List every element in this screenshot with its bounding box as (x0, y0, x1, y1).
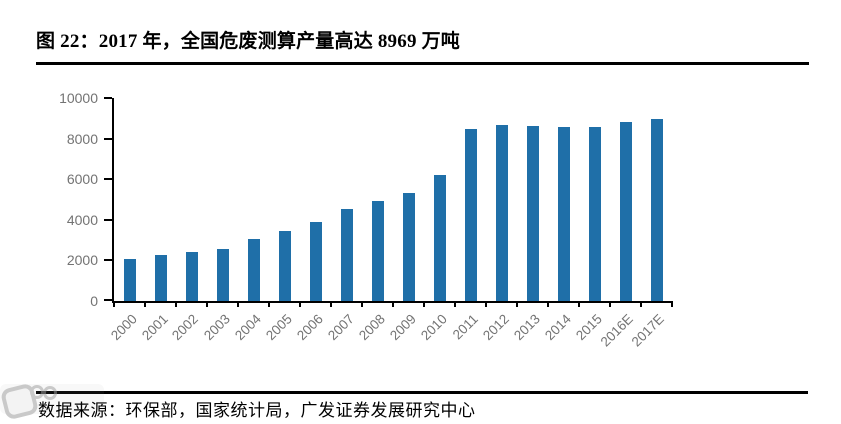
x-axis-tick (392, 301, 394, 307)
x-tick-label-2009: 2009 (386, 311, 419, 344)
bar-slot-2014 (548, 98, 579, 301)
x-axis-tick (113, 301, 115, 307)
bar-slot-2011 (455, 98, 486, 301)
plot-area: 2000 2001 2002 2003 2004 2005 2006 2007 2008 2009… (59, 91, 673, 350)
title-rule (36, 62, 809, 65)
y-tick-label-4000: 4000 (66, 211, 98, 228)
bar-2014 (557, 127, 570, 301)
bar-slot-2009 (393, 98, 424, 301)
x-axis-tick (609, 301, 611, 307)
x-tick-label-2013: 2013 (510, 311, 543, 344)
x-tick-label-2012: 2012 (479, 311, 512, 344)
bar-slot-2000 (114, 98, 145, 301)
x-tick-label-2016E: 2016E (597, 311, 636, 350)
x-axis-tick (671, 301, 673, 307)
bar-2010 (433, 175, 446, 301)
x-tick-label-2011: 2011 (449, 311, 481, 343)
bar-slot-2005 (269, 98, 300, 301)
x-axis-tick (206, 301, 208, 307)
x-tick-label-2002: 2002 (169, 311, 202, 344)
x-tick-label-2017E: 2017E (628, 311, 667, 350)
y-axis-tick (104, 218, 112, 221)
x-tick-label-2000: 2000 (107, 311, 140, 344)
bar-slot-2003 (207, 98, 238, 301)
x-tick-label-2008: 2008 (355, 311, 388, 344)
x-axis-tick (268, 301, 270, 307)
x-axis-tick (361, 301, 363, 307)
x-axis-tick (299, 301, 301, 307)
bar-slot-2017E (641, 98, 672, 301)
x-axis-tick (485, 301, 487, 307)
bar-2008 (371, 200, 384, 301)
bar-slot-2001 (145, 98, 176, 301)
bar-2002 (185, 252, 198, 301)
bar-2004 (247, 239, 260, 301)
bar-2016E (619, 122, 632, 301)
bar-2003 (216, 249, 229, 301)
y-axis-tick (104, 178, 112, 181)
x-tick-label-2005: 2005 (262, 311, 295, 344)
x-tick-label-2007: 2007 (324, 311, 357, 344)
x-axis-tick (237, 301, 239, 307)
x-axis-tick (330, 301, 332, 307)
bar-slot-2012 (486, 98, 517, 301)
y-tick-label-0: 0 (90, 293, 98, 309)
bar-slot-2015 (579, 98, 610, 301)
y-axis-tick (104, 299, 112, 301)
bar-2006 (309, 221, 322, 301)
bar-chart: 2000 2001 2002 2003 2004 2005 2006 2007 2008 2009… (0, 70, 841, 370)
x-axis-tick (516, 301, 518, 307)
x-tick-label-2010: 2010 (417, 311, 450, 344)
bar-slot-2006 (300, 98, 331, 301)
watermark-box-glyph (0, 382, 40, 421)
bar-slot-2016E (610, 98, 641, 301)
x-axis-tick (640, 301, 642, 307)
x-axis-tick (547, 301, 549, 307)
bar-slot-2010 (424, 98, 455, 301)
y-axis-tick (104, 97, 112, 99)
y-tick-label-10000: 10000 (59, 90, 98, 106)
bar-slot-2013 (517, 98, 548, 301)
data-source-note: 数据来源：环保部，国家统计局，广发证券发展研究中心 (38, 401, 476, 420)
x-axis-tick (175, 301, 177, 307)
y-tick-label-6000: 6000 (66, 171, 98, 188)
bar-2015 (588, 126, 601, 301)
bar-2017E (650, 118, 663, 301)
figure-title: 图 22：2017 年，全国危废测算产量高达 8969 万吨 (36, 31, 461, 52)
y-tick-label-2000: 2000 (66, 252, 98, 269)
bar-2013 (526, 126, 539, 301)
footer-rule (36, 391, 808, 394)
y-axis-tick (104, 259, 112, 262)
x-tick-label-2014: 2014 (541, 311, 574, 344)
bar-2011 (464, 129, 477, 301)
x-axis-tick (144, 301, 146, 307)
x-axis-tick (454, 301, 456, 307)
bar-2000 (123, 259, 136, 301)
bar-2005 (278, 230, 291, 301)
bar-slot-2007 (331, 98, 362, 301)
x-tick-label-2006: 2006 (293, 311, 326, 344)
x-tick-label-2001: 2001 (138, 311, 171, 344)
x-axis-tick (578, 301, 580, 307)
x-tick-label-2004: 2004 (231, 311, 264, 344)
bar-2007 (340, 208, 353, 301)
x-axis-tick (423, 301, 425, 307)
y-tick-label-8000: 8000 (66, 130, 98, 147)
x-tick-label-2003: 2003 (200, 311, 233, 344)
bar-2009 (402, 193, 415, 301)
bar-slot-2008 (362, 98, 393, 301)
bar-slot-2004 (238, 98, 269, 301)
y-axis-tick (104, 137, 112, 140)
bar-2001 (154, 255, 167, 301)
bar-slot-2002 (176, 98, 207, 301)
bar-2012 (495, 125, 508, 301)
